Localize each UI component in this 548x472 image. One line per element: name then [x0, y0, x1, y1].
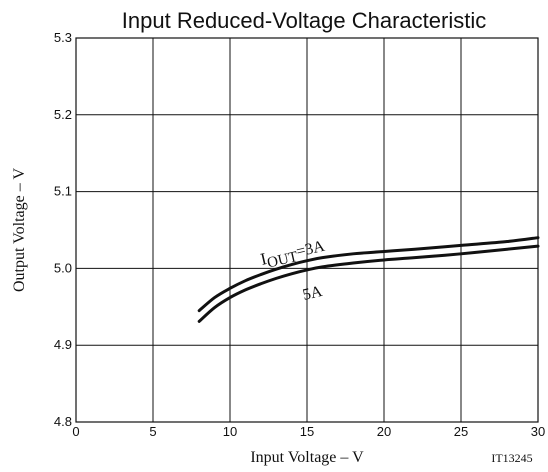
y-tick-label: 5.1: [54, 184, 72, 199]
x-tick-label: 25: [454, 424, 468, 439]
grid: [76, 38, 538, 422]
figure-code: IT13245: [491, 451, 532, 465]
plot-frame: [75, 37, 539, 423]
x-axis-label: Input Voltage – V: [250, 449, 364, 466]
y-tick-label: 5.3: [54, 30, 72, 45]
chart-title: Input Reduced-Voltage Characteristic: [122, 8, 486, 33]
x-tick-label: 5: [149, 424, 156, 439]
series-lines: [197, 236, 540, 323]
series-label-3a-sub: OUT: [266, 249, 300, 272]
y-tick-label: 5.0: [54, 260, 72, 275]
series-line-3a: [197, 236, 540, 313]
y-tick-label: 4.8: [54, 414, 72, 429]
series-label-3a-rest: =3A: [295, 238, 327, 261]
x-tick-label: 30: [531, 424, 545, 439]
x-tick-label: 15: [300, 424, 314, 439]
x-tick-label: 0: [72, 424, 79, 439]
y-tick-labels: 4.8 4.9 5.0 5.1 5.2 5.3: [54, 30, 72, 429]
series-label-5a: 5A: [301, 283, 324, 304]
x-tick-label: 10: [223, 424, 237, 439]
series-line-5a: [197, 244, 540, 323]
series-label-3a-i: I: [259, 249, 269, 269]
y-axis-label: Output Voltage – V: [11, 168, 28, 292]
series-label-3a: IOUT=3A: [259, 236, 328, 273]
x-tick-labels: 0 5 10 15 20 25 30: [72, 424, 545, 439]
y-tick-label: 5.2: [54, 107, 72, 122]
y-tick-label: 4.9: [54, 337, 72, 352]
x-tick-label: 20: [377, 424, 391, 439]
